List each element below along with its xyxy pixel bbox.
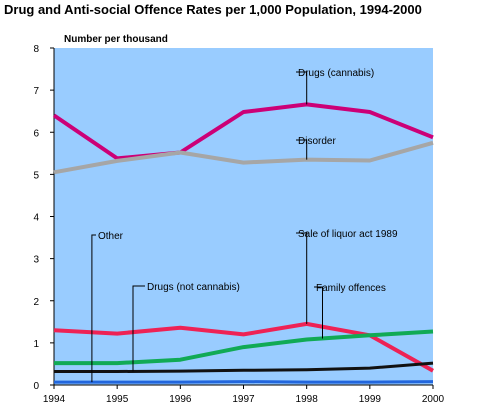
series-label: Disorder: [298, 136, 336, 147]
y-tick-label: 5: [33, 170, 39, 181]
leader-line: [296, 71, 308, 105]
y-tick-label: 7: [33, 86, 39, 97]
leader-line: [91, 234, 96, 383]
leader-line: [296, 232, 308, 324]
leader-line: [314, 286, 323, 339]
series-label: Family offences: [316, 283, 386, 294]
leader-line: [296, 139, 308, 160]
y-tick-label: 8: [33, 44, 39, 55]
y-tick-label: 6: [33, 128, 39, 139]
series-line: [54, 380, 434, 384]
y-tick-label: 1: [33, 339, 39, 350]
leader-line: [132, 285, 145, 372]
series-label: Drugs (not cannabis): [147, 282, 240, 293]
plot-area: [54, 48, 433, 385]
series-line: [53, 140, 434, 175]
y-axis-label: Number per thousand: [64, 34, 168, 45]
series-line: [52, 102, 434, 161]
y-tick-label: 3: [33, 255, 39, 266]
x-tick-label: 1999: [359, 394, 382, 405]
x-tick-label: 1997: [232, 394, 255, 405]
series-line: [54, 361, 434, 373]
x-tick-label: 1995: [106, 394, 129, 405]
x-tick-label: 2000: [422, 394, 445, 405]
chart-title: Drug and Anti-social Offence Rates per 1…: [4, 2, 422, 17]
y-tick-label: 2: [33, 297, 39, 308]
series-label: Sale of liquor act 1989: [298, 229, 398, 240]
x-tick-label: 1998: [296, 394, 319, 405]
x-tick-label: 1996: [169, 394, 192, 405]
y-tick-label: 4: [33, 213, 39, 224]
series-label: Drugs (cannabis): [298, 68, 374, 79]
series-line: [54, 329, 434, 366]
y-tick-label: 0: [33, 381, 39, 392]
series-label: Other: [98, 231, 124, 242]
x-tick-label: 1994: [43, 394, 66, 405]
